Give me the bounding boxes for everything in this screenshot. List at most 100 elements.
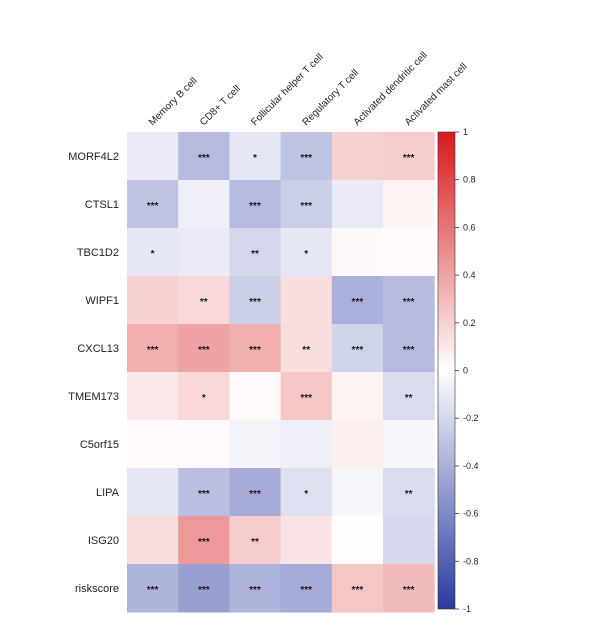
heatmap-cell bbox=[127, 228, 179, 277]
heatmap-cell bbox=[383, 276, 435, 325]
colorbar-tick-label: -0.2 bbox=[463, 413, 479, 423]
heatmap-cell bbox=[178, 516, 230, 565]
heatmap-cell bbox=[229, 516, 282, 565]
heatmap-cell bbox=[178, 324, 230, 373]
significance-label: *** bbox=[352, 585, 364, 596]
heatmap-cell bbox=[127, 372, 179, 421]
significance-label: *** bbox=[403, 345, 415, 356]
heatmap-cell bbox=[331, 420, 384, 469]
heatmap-cell bbox=[383, 132, 435, 181]
heatmap-cell bbox=[178, 372, 230, 421]
row-label: CTSL1 bbox=[85, 199, 119, 211]
colorbar-tick-label: 0.4 bbox=[463, 270, 476, 280]
heatmap-cell bbox=[331, 276, 384, 325]
heatmap-cell bbox=[229, 372, 282, 421]
heatmap-cell bbox=[280, 420, 333, 469]
heatmap-cell bbox=[383, 468, 435, 517]
significance-label: *** bbox=[198, 537, 210, 548]
heatmap-cell bbox=[383, 420, 435, 469]
significance-label: *** bbox=[198, 585, 210, 596]
significance-label: *** bbox=[147, 345, 159, 356]
heatmap-cell bbox=[383, 516, 435, 565]
significance-label: ** bbox=[405, 489, 413, 500]
significance-label: *** bbox=[403, 153, 415, 164]
heatmap-cell bbox=[383, 564, 435, 613]
significance-label: ** bbox=[405, 393, 413, 404]
significance-label: *** bbox=[249, 297, 261, 308]
heatmap-cell bbox=[280, 564, 333, 613]
heatmap-cell bbox=[383, 324, 435, 373]
significance-label: *** bbox=[249, 345, 261, 356]
heatmap-cell bbox=[178, 420, 230, 469]
heatmap-cell bbox=[229, 324, 282, 373]
significance-label: *** bbox=[249, 585, 261, 596]
heatmap-cell bbox=[127, 516, 179, 565]
heatmap-cell bbox=[229, 228, 282, 277]
heatmap-cell bbox=[383, 372, 435, 421]
column-label: CD8+ T cell bbox=[198, 83, 243, 128]
heatmap-cell bbox=[280, 324, 333, 373]
heatmap-cell bbox=[280, 132, 333, 181]
heatmap-cell bbox=[229, 132, 282, 181]
row-label: TMEM173 bbox=[68, 391, 119, 403]
heatmap-cell bbox=[178, 564, 230, 613]
significance-label: *** bbox=[249, 201, 261, 212]
heatmap-cell bbox=[383, 228, 435, 277]
significance-label: *** bbox=[403, 585, 415, 596]
heatmap-cell bbox=[229, 420, 282, 469]
heatmap-cell bbox=[331, 516, 384, 565]
heatmap-cell bbox=[229, 180, 282, 229]
heatmap-cell bbox=[127, 324, 179, 373]
heatmap-cell bbox=[178, 228, 230, 277]
colorbar-tick-label: 0.8 bbox=[463, 175, 476, 185]
heatmap-cell bbox=[383, 180, 435, 229]
heatmap-cell bbox=[178, 276, 230, 325]
heatmap-cell bbox=[127, 180, 179, 229]
heatmap-cell bbox=[280, 372, 333, 421]
heatmap-cell bbox=[178, 180, 230, 229]
heatmap-cell bbox=[331, 468, 384, 517]
significance-label: * bbox=[202, 393, 206, 404]
colorbar-tick-label: 0.2 bbox=[463, 318, 476, 328]
significance-label: *** bbox=[300, 153, 312, 164]
significance-label: *** bbox=[300, 585, 312, 596]
significance-label: * bbox=[304, 489, 308, 500]
row-label: ISG20 bbox=[88, 535, 119, 547]
row-label: WIPF1 bbox=[85, 295, 119, 307]
heatmap-cell bbox=[127, 564, 179, 613]
significance-label: *** bbox=[403, 297, 415, 308]
heatmap-cell bbox=[280, 276, 333, 325]
significance-label: ** bbox=[200, 297, 208, 308]
heatmap-cell bbox=[280, 228, 333, 277]
significance-label: *** bbox=[147, 585, 159, 596]
heatmap-cell bbox=[127, 132, 179, 181]
heatmap-cell bbox=[127, 276, 179, 325]
heatmap-cell bbox=[280, 468, 333, 517]
heatmap-cell bbox=[178, 132, 230, 181]
heatmap-cell bbox=[280, 180, 333, 229]
heatmap-cell bbox=[331, 132, 384, 181]
heatmap-cell bbox=[331, 372, 384, 421]
row-label: CXCL13 bbox=[77, 343, 119, 355]
significance-label: *** bbox=[300, 201, 312, 212]
row-label: TBC1D2 bbox=[77, 247, 119, 259]
colorbar-tick-label: -0.6 bbox=[463, 509, 479, 519]
heatmap-cell bbox=[229, 468, 282, 517]
heatmap-cell bbox=[331, 564, 384, 613]
heatmap-cell bbox=[331, 228, 384, 277]
significance-label: *** bbox=[198, 489, 210, 500]
colorbar-tick-label: -1 bbox=[463, 604, 471, 614]
row-label: riskscore bbox=[75, 583, 119, 595]
significance-label: *** bbox=[352, 345, 364, 356]
significance-label: *** bbox=[249, 489, 261, 500]
heatmap-cell bbox=[229, 276, 282, 325]
heatmap-cell bbox=[331, 324, 384, 373]
significance-label: *** bbox=[352, 297, 364, 308]
heatmap-cell bbox=[127, 420, 179, 469]
heatmap-cell bbox=[331, 180, 384, 229]
row-label: C5orf15 bbox=[80, 439, 119, 451]
colorbar bbox=[437, 131, 456, 610]
significance-label: ** bbox=[251, 537, 259, 548]
